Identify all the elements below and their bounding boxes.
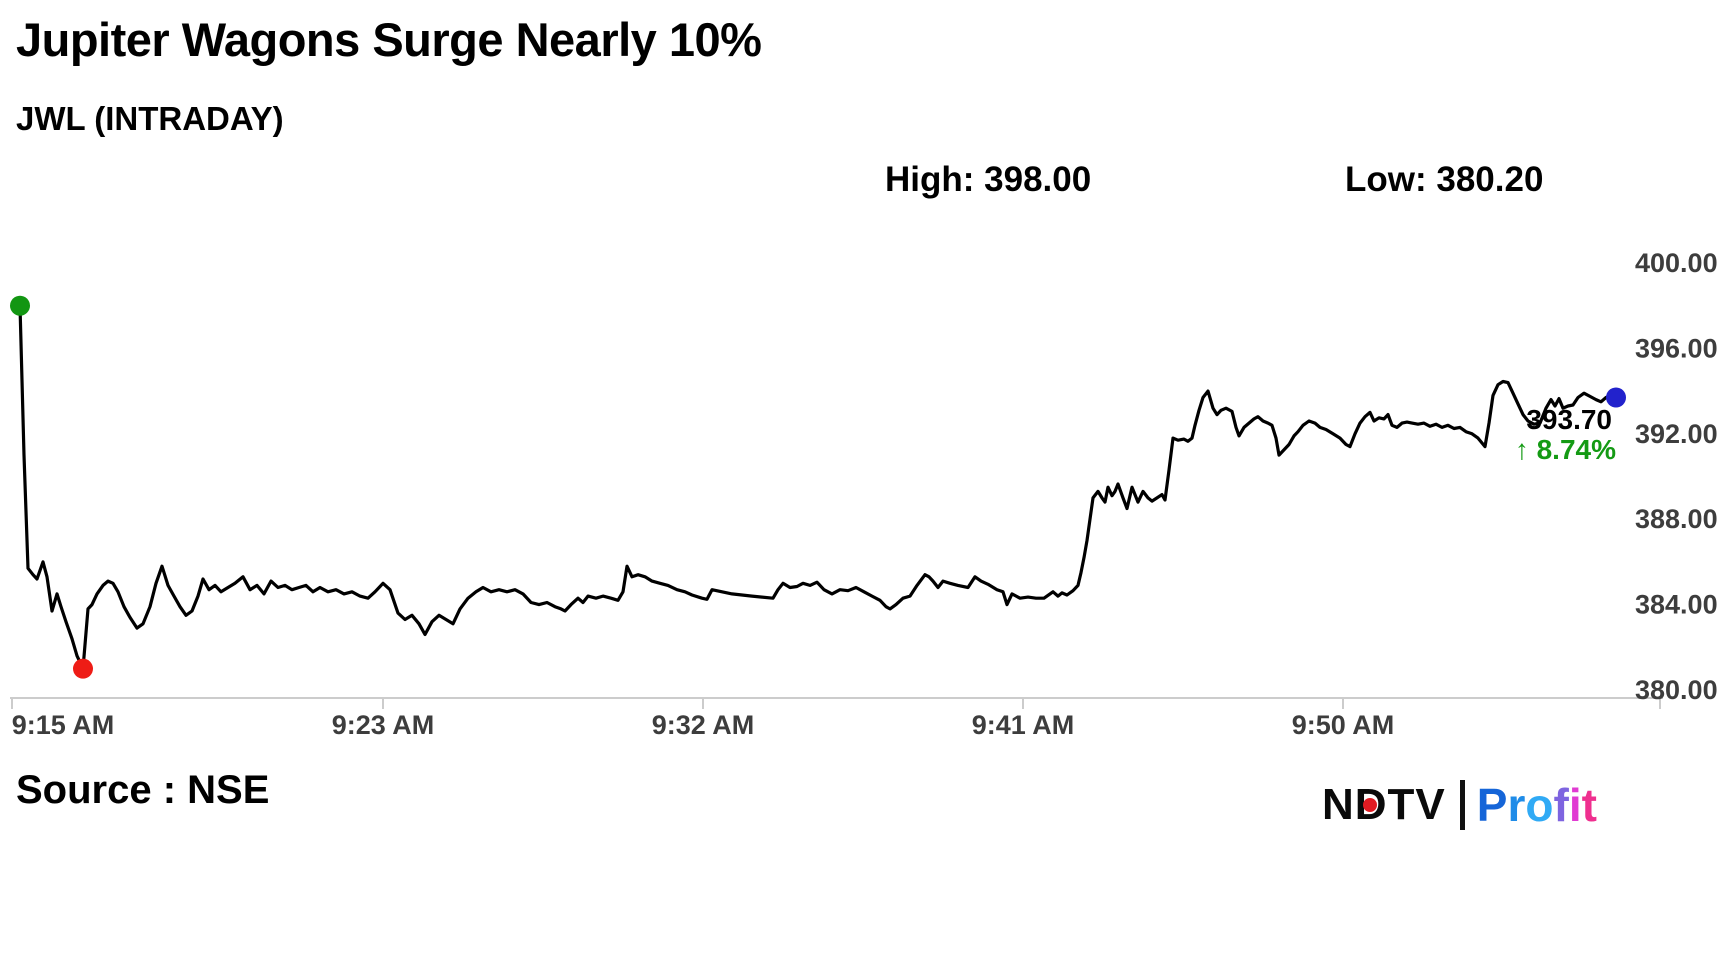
ndtv-profit-logo: NDTV Profit — [1322, 775, 1597, 835]
logo-separator-bar — [1459, 780, 1465, 830]
x-axis-label: 9:50 AM — [1292, 710, 1395, 740]
profit-letter: P — [1476, 779, 1508, 831]
profit-letter: r — [1507, 779, 1526, 831]
profit-letter: f — [1553, 779, 1569, 831]
high-value-label: High: 398.00 — [885, 160, 1092, 199]
y-axis-label: 380.00 — [1635, 675, 1718, 705]
y-axis-label: 392.00 — [1635, 419, 1718, 449]
change-percent-label: ↑ 8.74% — [1515, 434, 1616, 465]
x-axis-label: 9:32 AM — [652, 710, 755, 740]
profit-letter: o — [1525, 779, 1554, 831]
price-line — [18, 304, 1618, 671]
profit-letter: i — [1568, 779, 1582, 831]
last-price-marker — [1606, 387, 1626, 408]
low-value-label: Low: 380.20 — [1345, 160, 1544, 199]
y-axis-label: 384.00 — [1635, 590, 1718, 620]
y-axis-label: 388.00 — [1635, 504, 1718, 534]
x-axis-label: 9:23 AM — [332, 710, 435, 740]
y-axis-label: 396.00 — [1635, 333, 1718, 363]
profit-letter: t — [1581, 779, 1597, 831]
instrument-subtitle: JWL (INTRADAY) — [16, 100, 284, 137]
ndtv-red-dot-icon — [1363, 798, 1377, 812]
last-price-label: 393.70 — [1526, 404, 1612, 435]
intraday-line-chart: 9:15 AM 9:23 AM 9:32 AM 9:41 AM 9:50 AM 400.0… — [10, 248, 1718, 740]
profit-wordmark: Profit — [1477, 782, 1597, 828]
x-axis-label: 9:15 AM — [12, 710, 115, 740]
source-attribution: Source : NSE — [16, 768, 270, 812]
session-start-marker — [10, 295, 30, 316]
session-low-marker — [73, 658, 93, 679]
ndtv-wordmark: NDTV — [1322, 780, 1446, 829]
page-title: Jupiter Wagons Surge Nearly 10% — [16, 13, 762, 66]
y-axis-label: 400.00 — [1635, 248, 1718, 278]
x-axis-label: 9:41 AM — [972, 710, 1075, 740]
